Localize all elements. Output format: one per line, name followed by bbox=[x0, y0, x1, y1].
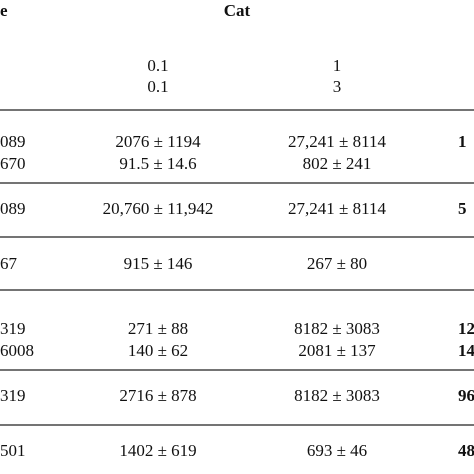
cell: 91.5 ± 14.6 bbox=[119, 154, 196, 173]
cell: 27,241 ± 8114 bbox=[288, 132, 386, 151]
cell: 5 bbox=[458, 199, 467, 218]
cell: 140 ± 62 bbox=[128, 341, 188, 360]
cell: 48, bbox=[458, 441, 474, 460]
cell: 20,760 ± 11,942 bbox=[103, 199, 214, 218]
header-left: e bbox=[0, 1, 8, 20]
cell: 319 bbox=[0, 319, 26, 338]
cell: 67 bbox=[0, 254, 18, 273]
subheader-cell: 3 bbox=[333, 77, 342, 96]
cell: 8182 ± 3083 bbox=[294, 319, 380, 338]
cell: 2081 ± 137 bbox=[298, 341, 376, 360]
cell: 1402 ± 619 bbox=[119, 441, 196, 460]
cell: 271 ± 88 bbox=[128, 319, 188, 338]
cell: 089 bbox=[0, 132, 26, 151]
subheader-cell: 0.1 bbox=[147, 77, 168, 96]
subheader-cell: 0.1 bbox=[147, 56, 168, 75]
cell: 089 bbox=[0, 199, 26, 218]
cell: 6008 bbox=[0, 341, 34, 360]
cell: 267 ± 80 bbox=[307, 254, 367, 273]
cell: 14 bbox=[458, 341, 474, 360]
cell: 12 bbox=[458, 319, 474, 338]
cell: 1 bbox=[458, 132, 467, 151]
cell: 2716 ± 878 bbox=[119, 386, 196, 405]
cell: 693 ± 46 bbox=[307, 441, 367, 460]
subheader-cell: 1 bbox=[333, 56, 342, 75]
cell: 96, bbox=[458, 386, 474, 405]
cell: 501 bbox=[0, 441, 26, 460]
cell: 915 ± 146 bbox=[124, 254, 193, 273]
cell: 670 bbox=[0, 154, 26, 173]
cell: 319 bbox=[0, 386, 26, 405]
cell: 8182 ± 3083 bbox=[294, 386, 380, 405]
cell: 27,241 ± 8114 bbox=[288, 199, 386, 218]
header-group: Cat bbox=[224, 1, 251, 20]
cell: 802 ± 241 bbox=[303, 154, 372, 173]
cell: 2076 ± 1194 bbox=[115, 132, 201, 151]
